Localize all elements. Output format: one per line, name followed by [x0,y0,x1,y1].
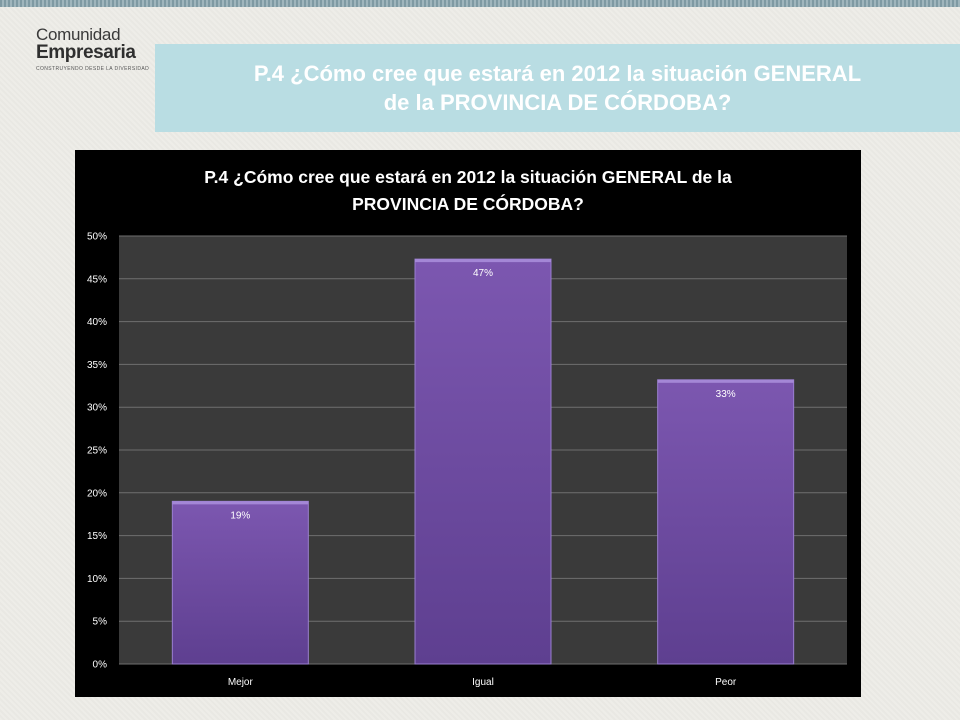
slide-title-box: P.4 ¿Cómo cree que estará en 2012 la sit… [155,44,960,132]
bar-mejor [171,500,309,665]
top-decorative-strip [0,0,960,7]
chart-title: P.4 ¿Cómo cree que estará en 2012 la sit… [204,167,732,214]
bar-top-highlight [172,501,309,505]
data-label: 33% [716,389,736,400]
y-tick-label: 45% [87,274,107,285]
x-tick-label: Igual [472,677,494,688]
y-tick-label: 30% [87,403,107,414]
data-label: 47% [473,268,493,279]
y-tick-label: 20% [87,488,107,499]
y-tick-label: 35% [87,360,107,371]
logo-line-2: Empresaria [36,42,136,63]
data-label: 19% [230,510,250,521]
y-tick-label: 50% [87,232,107,243]
y-tick-label: 0% [93,660,108,671]
logo-line-1: Comunidad [36,25,121,44]
x-tick-label: Peor [715,677,737,688]
comunidad-empresaria-logo: Comunidad Empresaria CONSTRUYENDO DESDE … [36,26,156,72]
slide-title: P.4 ¿Cómo cree que estará en 2012 la sit… [253,61,862,115]
y-tick-label: 10% [87,574,107,585]
bar-top-highlight [657,379,794,383]
bar-igual [414,258,552,665]
y-tick-label: 5% [93,617,108,628]
bar-chart: 0% 5% 10% 15% 20% 25% 30% 35% 40% 45% 50% 19% Mejor 4… [87,232,847,688]
y-tick-label: 40% [87,317,107,328]
chart-container: P.4 ¿Cómo cree que estará en 2012 la sit… [75,150,861,697]
logo-tagline: CONSTRUYENDO DESDE LA DIVERSIDAD [36,66,150,72]
bar-peor [657,379,795,665]
bar-top-highlight [415,259,551,263]
x-tick-label: Mejor [228,677,254,688]
y-tick-label: 25% [87,446,107,457]
y-tick-label: 15% [87,531,107,542]
